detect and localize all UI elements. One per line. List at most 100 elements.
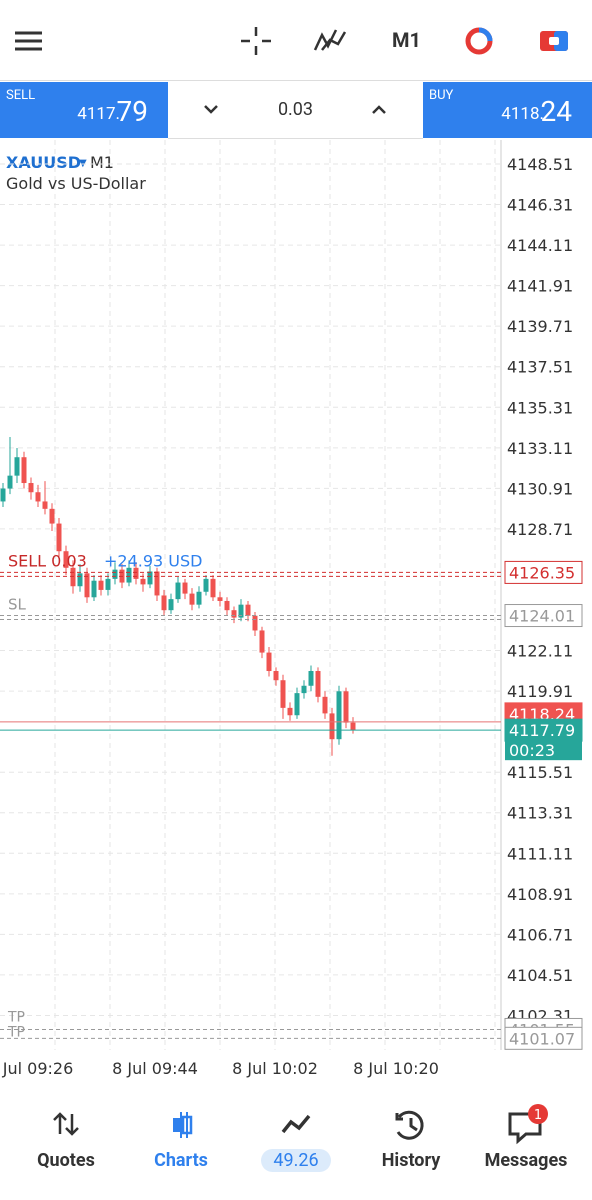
top-bar: M1 (0, 0, 592, 81)
volume-down[interactable] (204, 105, 218, 114)
candle-body (210, 578, 216, 598)
price-tick-label: 4135.31 (507, 398, 573, 417)
tp-label: TP (7, 1024, 25, 1040)
nav-history[interactable]: History (381, 1150, 441, 1171)
top-icons (15, 27, 568, 55)
price-tick-label: 4139.71 (507, 317, 573, 336)
candle-body (294, 693, 300, 716)
sell-label: SELL (6, 88, 36, 103)
volume[interactable]: 0.03 (277, 99, 314, 120)
nav-quotes[interactable]: Quotes (37, 1150, 95, 1171)
candle-body (315, 671, 321, 697)
trade-icon (281, 1114, 311, 1134)
candle-body (49, 508, 55, 524)
price-tick-label: 4106.71 (507, 925, 573, 944)
nav-icons: 1 (53, 1104, 548, 1145)
buy-price-big: 24 (540, 95, 572, 128)
candle-body (252, 615, 258, 631)
candle-body (259, 630, 265, 653)
candle-body (301, 685, 307, 694)
nav-trade[interactable]: 49.26 (237, 1149, 355, 1172)
nav-profit: 49.26 (261, 1149, 331, 1172)
price-tick-label: 4113.31 (507, 804, 573, 823)
candle-body (154, 571, 160, 596)
nav-charts[interactable]: Charts (154, 1150, 208, 1171)
sell-price-big: 79 (116, 95, 148, 128)
price-tick-label: 4128.71 (507, 520, 573, 539)
candle-body (168, 599, 174, 611)
candle-body (0, 488, 6, 502)
price-tick-label: 4130.91 (507, 479, 573, 498)
candle-body (63, 551, 69, 568)
candle-body (28, 483, 34, 493)
candle-body (175, 582, 181, 600)
messages-badge: 1 (534, 1108, 542, 1123)
countdown-box (505, 740, 582, 761)
candle-body (70, 567, 76, 587)
candle-body (224, 600, 230, 611)
order-price-label: 4126.35 (509, 563, 575, 582)
time-label: 8 Jul 09:44 (112, 1059, 198, 1078)
candle-body (189, 593, 195, 605)
candle-body (84, 573, 90, 598)
candle-body (245, 604, 251, 616)
volume-up[interactable] (372, 105, 386, 114)
candle-body (98, 580, 104, 590)
sl-label: SL (8, 596, 27, 614)
sell-button[interactable]: SELL 4117. 79 (0, 82, 168, 138)
buy-button[interactable]: BUY 4118. 24 (423, 82, 592, 138)
volume-arrows (204, 105, 386, 114)
candle-body (217, 597, 223, 601)
price-tick-label: 4144.11 (507, 236, 573, 255)
candle-body (329, 713, 335, 740)
candle-body (14, 457, 20, 476)
candle-body (238, 604, 244, 618)
order-price-box (504, 560, 583, 584)
candle-body (21, 457, 27, 484)
candle-body (140, 578, 146, 585)
candle-body (77, 573, 83, 587)
price-tick-label: 4104.51 (507, 966, 573, 985)
chart: XAUUSD ▼ M1 Gold vs US-Dollar 4148.51414… (0, 140, 583, 1078)
candle-body (147, 571, 153, 585)
candle-body (105, 578, 111, 590)
candle-body (266, 652, 272, 672)
timeframe-button[interactable]: M1 (392, 28, 421, 52)
candle-body (182, 582, 188, 594)
one-click-button[interactable] (465, 27, 493, 55)
candle-body (336, 691, 342, 740)
indicators-button[interactable] (313, 29, 347, 51)
buy-label: BUY (429, 88, 454, 103)
price-tick-label: 4148.51 (507, 155, 573, 174)
candle-body (350, 722, 356, 731)
order-label: SELL 0.03 (8, 551, 87, 570)
chart-timeframe: M1 (90, 153, 114, 172)
candle-body (112, 569, 118, 579)
vertical-grid (54, 140, 496, 1050)
price-tick-label: 4141.91 (507, 277, 573, 296)
symbol-description: Gold vs US-Dollar (6, 174, 146, 193)
candle-body (322, 696, 328, 714)
sl-price-box (504, 604, 583, 628)
candle-body (91, 580, 97, 598)
price-tick-label: 4137.51 (507, 358, 573, 377)
symbol[interactable]: XAUUSD (6, 153, 81, 172)
candle-body (203, 578, 209, 592)
time-label: Jul 09:26 (2, 1059, 74, 1078)
price-tick-label: 4146.31 (507, 196, 573, 215)
nav-messages[interactable]: Messages (484, 1150, 568, 1171)
crosshair-button[interactable] (241, 27, 271, 55)
price-tick-label: 4133.11 (507, 439, 573, 458)
trade-button[interactable] (540, 31, 568, 51)
candle-body (308, 671, 314, 686)
price-tick-label: 4108.91 (507, 885, 573, 904)
candle-body (56, 523, 62, 552)
charts-icon (173, 1112, 193, 1138)
volume-control: 0.03 (168, 82, 423, 139)
candle-body (280, 680, 286, 708)
candle-body (231, 610, 237, 618)
candle-body (35, 492, 41, 502)
menu-button[interactable] (15, 31, 42, 51)
bottom-nav: 1 Quotes Charts 49.26 History Messages (0, 1090, 592, 1200)
